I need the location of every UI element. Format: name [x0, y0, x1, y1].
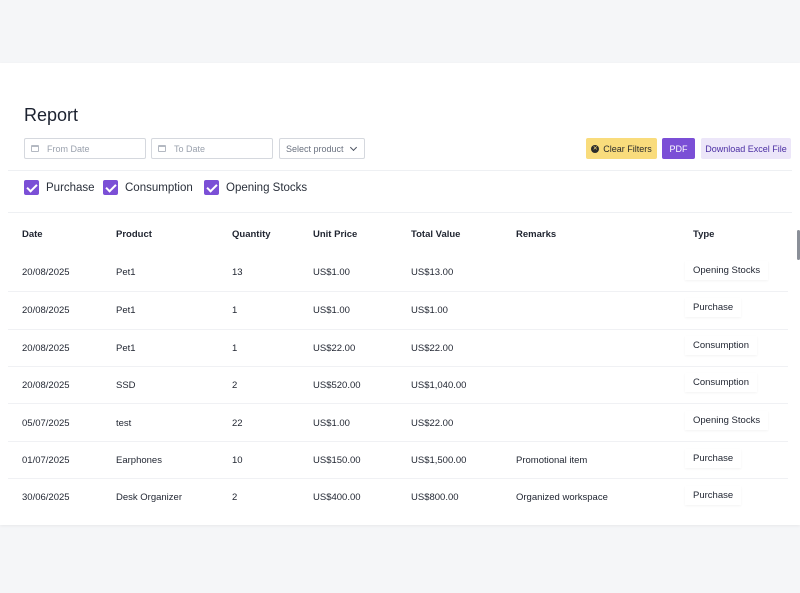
- table-cell-total-value: US$1.00: [411, 305, 448, 316]
- table-cell-product: Pet1: [116, 267, 136, 278]
- table-cell-date: 05/07/2025: [22, 418, 70, 429]
- table-cell-product: Pet1: [116, 305, 136, 316]
- table-cell-type: Consumption: [685, 336, 757, 355]
- table-cell-unit-price: US$400.00: [313, 492, 361, 503]
- table-cell-date: 20/08/2025: [22, 380, 70, 391]
- table-cell-quantity: 13: [232, 267, 243, 278]
- table-cell-unit-price: US$1.00: [313, 305, 350, 316]
- table-cell-product: Desk Organizer: [116, 492, 182, 503]
- consumption-checkbox[interactable]: Consumption: [103, 180, 193, 195]
- table-cell-unit-price: US$150.00: [313, 455, 361, 466]
- column-header-product[interactable]: Product: [116, 229, 152, 240]
- table-cell-total-value: US$800.00: [411, 492, 459, 503]
- table-cell-type: Consumption: [685, 373, 757, 392]
- column-header-remarks[interactable]: Remarks: [516, 229, 557, 240]
- scrollbar-thumb[interactable]: [797, 230, 800, 260]
- column-header-date[interactable]: Date: [22, 229, 43, 240]
- calendar-icon: [31, 145, 39, 152]
- clear-filters-label: Clear Filters: [603, 143, 652, 154]
- calendar-icon: [158, 145, 166, 152]
- to-date-input[interactable]: To Date: [151, 138, 273, 159]
- table-cell-type: Opening Stocks: [685, 411, 769, 430]
- opening-stocks-checkbox[interactable]: Opening Stocks: [204, 180, 307, 195]
- row-divider: [8, 291, 788, 292]
- table-cell-product: test: [116, 418, 132, 429]
- table-cell-unit-price: US$1.00: [313, 418, 350, 429]
- table-cell-quantity: 2: [232, 380, 238, 391]
- table-cell-total-value: US$22.00: [411, 418, 454, 429]
- table-cell-date: 20/08/2025: [22, 343, 70, 354]
- table-cell-quantity: 1: [232, 343, 238, 354]
- product-select-placeholder: Select product: [286, 143, 344, 154]
- pdf-label: PDF: [669, 143, 688, 154]
- page-title: Report: [24, 105, 79, 125]
- checkbox-checked-icon: [103, 180, 118, 195]
- table-cell-quantity: 2: [232, 492, 238, 503]
- table-cell-quantity: 10: [232, 455, 243, 466]
- row-divider: [8, 329, 788, 330]
- table-cell-remarks: Promotional item: [516, 455, 588, 466]
- table-cell-total-value: US$1,040.00: [411, 380, 467, 391]
- column-header-type[interactable]: Type: [693, 229, 715, 240]
- purchase-checkbox[interactable]: Purchase: [24, 180, 95, 195]
- table-top-divider: [8, 212, 792, 213]
- row-divider: [8, 403, 788, 404]
- table-cell-unit-price: US$1.00: [313, 267, 350, 278]
- checkbox-checked-icon: [204, 180, 219, 195]
- pdf-button[interactable]: PDF: [662, 138, 695, 159]
- opening-stocks-checkbox-label: Opening Stocks: [226, 181, 308, 194]
- table-cell-type: Opening Stocks: [685, 261, 769, 280]
- table-cell-total-value: US$1,500.00: [411, 455, 467, 466]
- column-header-total-value[interactable]: Total Value: [411, 229, 461, 240]
- chevron-down-icon: [349, 143, 358, 151]
- column-header-unit-price[interactable]: Unit Price: [313, 229, 358, 240]
- from-date-placeholder: From Date: [47, 143, 90, 154]
- table-cell-product: SSD: [116, 380, 136, 391]
- table-cell-product: Pet1: [116, 343, 136, 354]
- row-divider: [8, 441, 788, 442]
- column-header-quantity[interactable]: Quantity: [232, 229, 271, 240]
- download-excel-label: Download Excel File: [705, 143, 787, 154]
- product-select[interactable]: Select product: [279, 138, 365, 159]
- table-cell-unit-price: US$22.00: [313, 343, 356, 354]
- from-date-input[interactable]: From Date: [24, 138, 146, 159]
- consumption-checkbox-label: Consumption: [125, 181, 193, 194]
- table-cell-total-value: US$22.00: [411, 343, 454, 354]
- table-cell-type: Purchase: [685, 449, 742, 468]
- table-cell-product: Earphones: [116, 455, 162, 466]
- table-cell-type: Purchase: [685, 298, 742, 317]
- table-cell-quantity: 22: [232, 418, 243, 429]
- checkbox-checked-icon: [24, 180, 39, 195]
- filter-divider: [8, 170, 792, 171]
- table-cell-date: 20/08/2025: [22, 267, 70, 278]
- table-cell-type: Purchase: [685, 486, 742, 505]
- row-divider: [8, 366, 788, 367]
- to-date-placeholder: To Date: [174, 143, 206, 154]
- clear-filters-button[interactable]: ✕ Clear Filters: [586, 138, 657, 159]
- table-cell-unit-price: US$520.00: [313, 380, 361, 391]
- table-cell-date: 20/08/2025: [22, 305, 70, 316]
- close-circle-icon: ✕: [591, 144, 600, 153]
- table-cell-date: 01/07/2025: [22, 455, 70, 466]
- table-cell-date: 30/06/2025: [22, 492, 70, 503]
- download-excel-button[interactable]: Download Excel File: [701, 138, 791, 159]
- table-cell-remarks: Organized workspace: [516, 492, 608, 503]
- table-cell-quantity: 1: [232, 305, 238, 316]
- row-divider: [8, 478, 788, 479]
- purchase-checkbox-label: Purchase: [46, 181, 95, 194]
- report-card: Report From Date To Date Select product …: [0, 63, 800, 525]
- table-cell-total-value: US$13.00: [411, 267, 454, 278]
